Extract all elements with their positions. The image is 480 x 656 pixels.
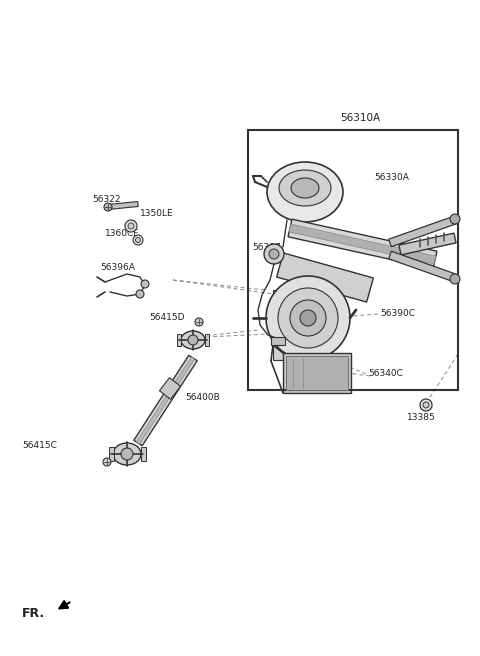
Circle shape (103, 458, 111, 466)
Bar (283, 353, 351, 393)
Polygon shape (136, 357, 195, 444)
Text: 56415D: 56415D (149, 314, 184, 323)
Text: 56390C: 56390C (380, 308, 415, 318)
Polygon shape (273, 290, 288, 360)
Text: 56340C: 56340C (368, 369, 403, 377)
Text: 56330A: 56330A (374, 173, 409, 182)
Circle shape (450, 274, 460, 284)
Circle shape (128, 223, 134, 229)
Ellipse shape (300, 310, 316, 326)
Polygon shape (389, 216, 456, 247)
Text: 1360CF: 1360CF (105, 228, 139, 237)
Circle shape (141, 280, 149, 288)
Circle shape (264, 244, 284, 264)
Circle shape (125, 220, 137, 232)
Bar (248, 130, 458, 390)
Circle shape (135, 237, 141, 243)
Circle shape (104, 203, 112, 211)
Polygon shape (177, 334, 181, 346)
Ellipse shape (181, 331, 205, 349)
Polygon shape (399, 233, 456, 255)
Polygon shape (134, 356, 197, 445)
Polygon shape (141, 447, 145, 461)
Circle shape (133, 235, 143, 245)
Text: 56415C: 56415C (22, 440, 57, 449)
Ellipse shape (291, 178, 319, 198)
Text: 56310A: 56310A (340, 113, 380, 123)
Ellipse shape (267, 162, 343, 222)
Circle shape (121, 448, 133, 460)
Text: 1350LE: 1350LE (140, 209, 174, 218)
Text: FR.: FR. (22, 607, 45, 620)
Polygon shape (205, 334, 209, 346)
Circle shape (423, 402, 429, 408)
Circle shape (269, 249, 279, 259)
Polygon shape (288, 219, 437, 269)
Polygon shape (108, 201, 138, 209)
Ellipse shape (278, 288, 338, 348)
Ellipse shape (266, 276, 350, 360)
Ellipse shape (113, 443, 141, 465)
Text: 13385: 13385 (407, 413, 436, 422)
Bar (286, 356, 348, 390)
Text: 56322: 56322 (92, 194, 120, 203)
Polygon shape (289, 224, 436, 264)
Circle shape (195, 318, 203, 326)
Bar (271, 337, 285, 345)
Polygon shape (159, 378, 180, 400)
Ellipse shape (279, 170, 331, 206)
Ellipse shape (290, 300, 326, 336)
Text: 56397: 56397 (252, 243, 281, 251)
Polygon shape (389, 251, 456, 282)
Polygon shape (108, 447, 113, 461)
Text: 56400B: 56400B (185, 394, 220, 403)
Text: 56396A: 56396A (100, 264, 135, 272)
Polygon shape (276, 253, 373, 302)
Circle shape (188, 335, 198, 345)
Circle shape (420, 399, 432, 411)
Circle shape (136, 290, 144, 298)
Circle shape (450, 214, 460, 224)
